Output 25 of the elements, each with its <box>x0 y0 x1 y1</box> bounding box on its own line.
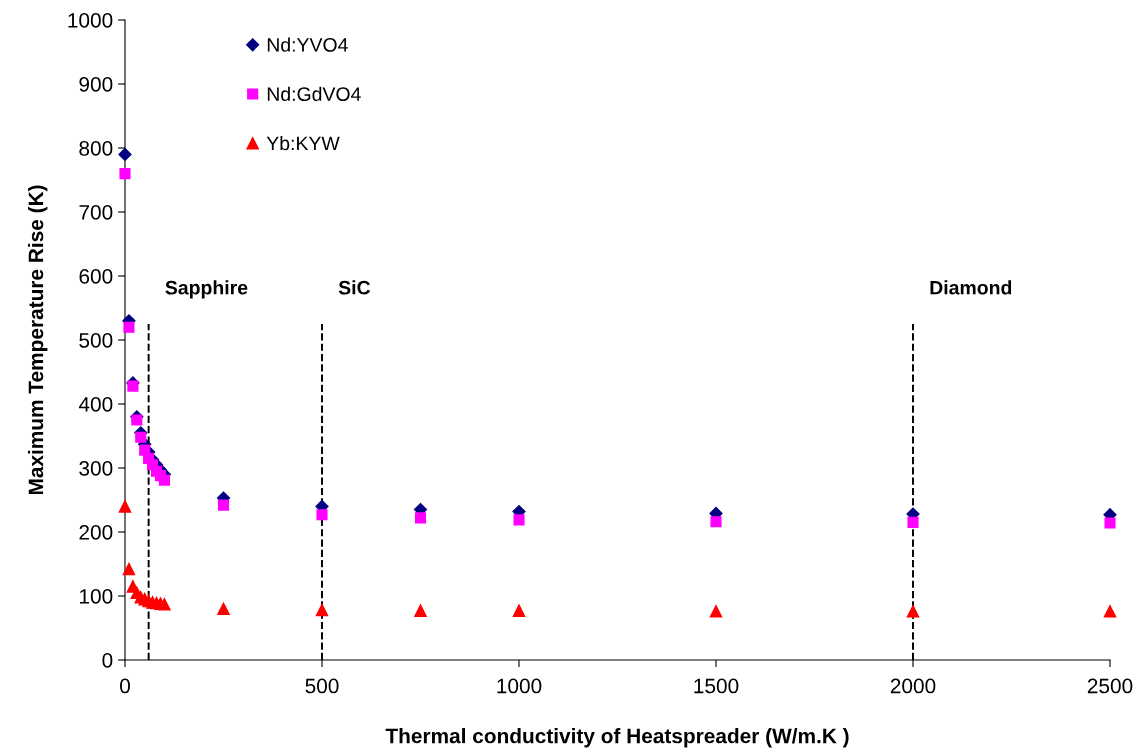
x-tick-label: 0 <box>120 678 130 694</box>
legend-label: Yb:KYW <box>266 135 340 151</box>
x-tick-label: 2000 <box>890 678 936 694</box>
ref-line-label: Sapphire <box>165 280 248 299</box>
x-tick-label: 1000 <box>497 678 542 694</box>
legend-label: Nd:GdVO4 <box>267 86 361 102</box>
x-axis-title: Thermal conductivity of Heatspreader (W/m.K ) <box>385 728 849 748</box>
y-tick-label: 100 <box>80 589 113 604</box>
y-tick-label: 1000 <box>68 13 113 28</box>
y-tick-label: 300 <box>79 461 113 476</box>
legend-label: Nd:YVO4 <box>267 37 348 52</box>
ref-line-label: SiC <box>338 280 371 295</box>
y-axis-title: Maximum Temperature Rise (K) <box>27 185 48 495</box>
y-tick-label: 700 <box>79 205 113 220</box>
x-tick-label: 2500 <box>1087 678 1133 694</box>
y-tick-label: 200 <box>79 525 113 540</box>
ref-line-label: Diamond <box>930 280 1012 295</box>
x-tick-label: 500 <box>305 678 339 694</box>
y-tick-label: 500 <box>79 333 113 348</box>
y-tick-label: 800 <box>79 141 113 156</box>
y-tick-label: 600 <box>79 269 113 284</box>
y-tick-label: 900 <box>79 77 113 92</box>
x-tick-label: 1500 <box>694 678 739 694</box>
y-tick-label: 0 <box>102 653 113 668</box>
y-tick-label: 400 <box>78 397 113 412</box>
